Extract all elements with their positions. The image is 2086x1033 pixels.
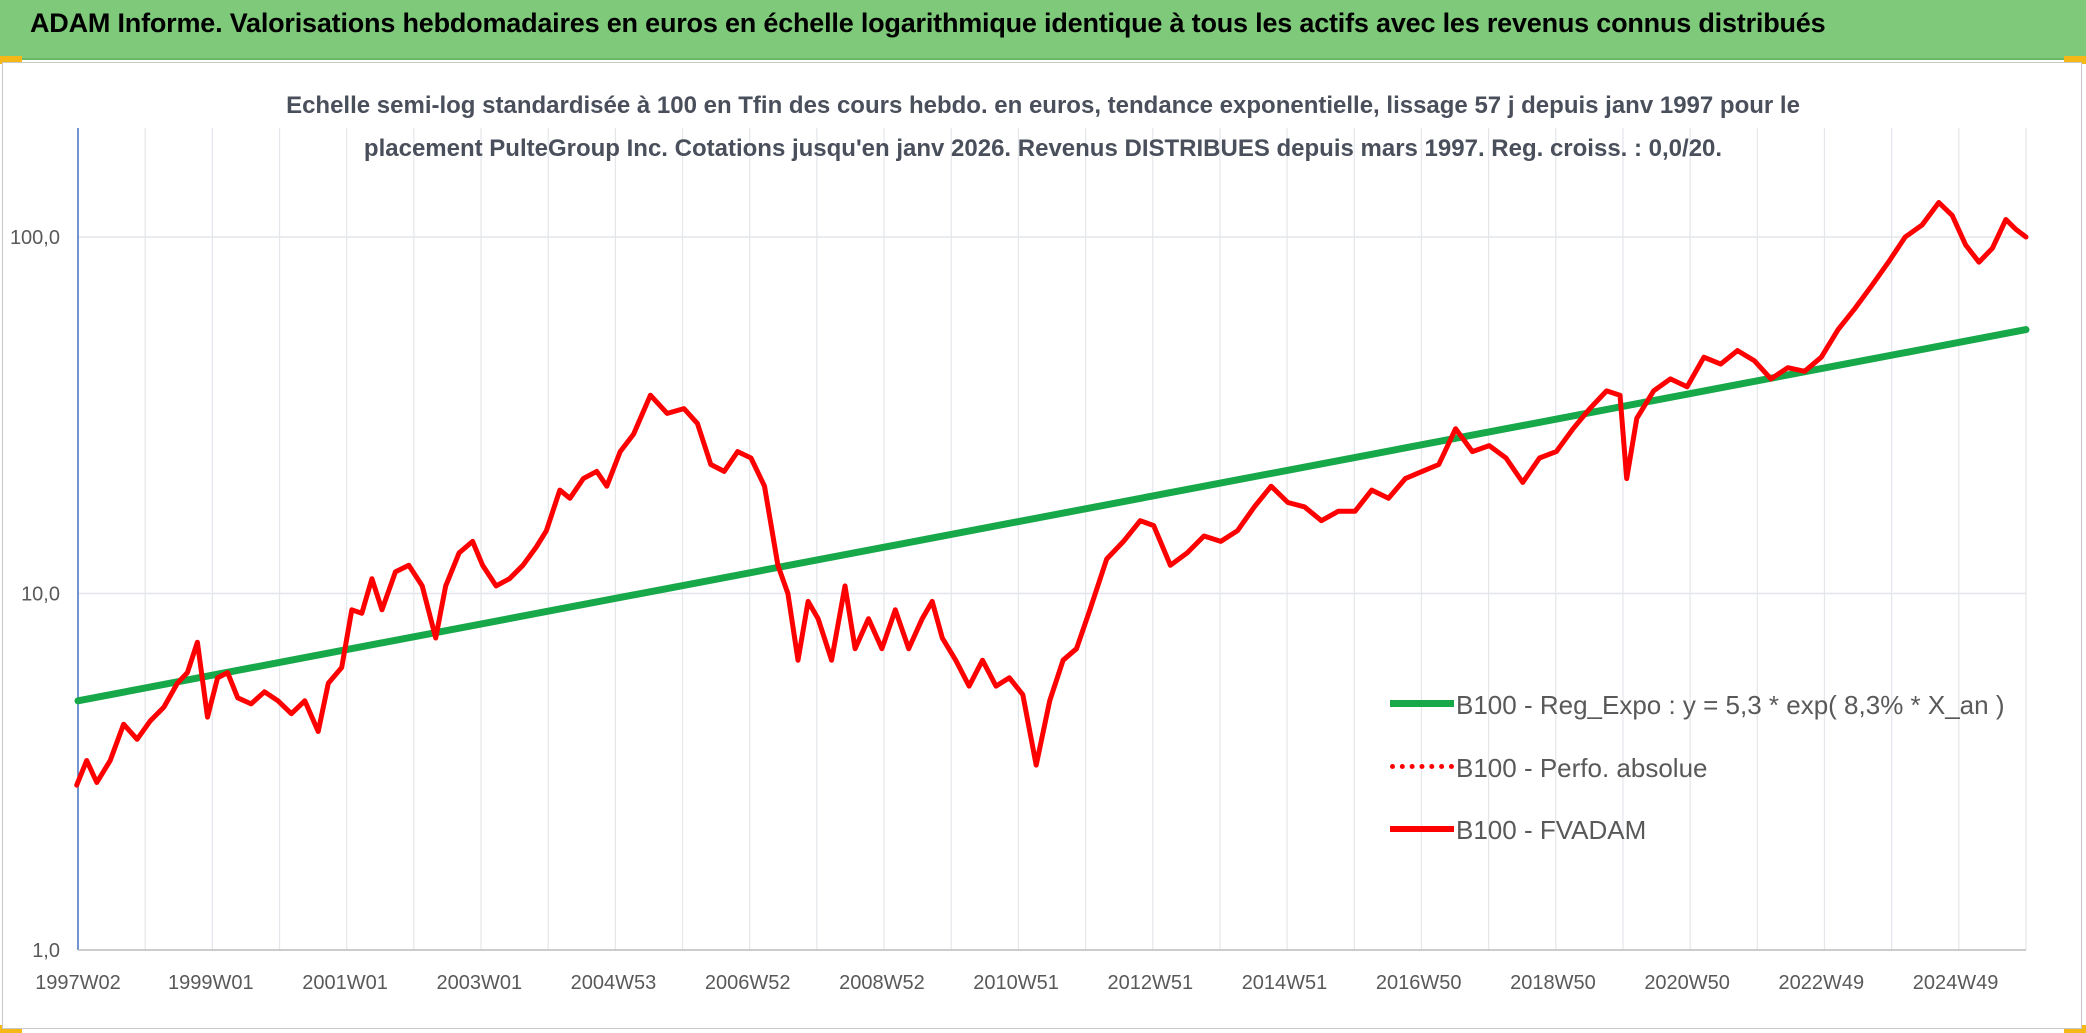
x-tick-label: 2022W49 bbox=[1779, 972, 1865, 994]
legend-label-fvadam: B100 - FVADAM bbox=[1456, 815, 1647, 845]
x-tick-label: 1999W01 bbox=[168, 972, 254, 994]
legend-item-perfo-absolue: B100 - Perfo. absolue bbox=[1390, 753, 1990, 783]
axis-layer: 1,0 10,0 100,0 1997W02 1999W01 2001W01 2003W01… bbox=[10, 128, 2026, 994]
series-line-fvadam bbox=[74, 200, 2029, 788]
x-tick-label: 2004W53 bbox=[571, 972, 657, 994]
legend-swatch-regression bbox=[1390, 700, 1454, 707]
chart-subtitle-line-2: placement PulteGroup Inc. Cotations jusq… bbox=[363, 135, 1723, 162]
x-tick-label: 1997W02 bbox=[35, 972, 121, 994]
legend-swatch-fvadam bbox=[1390, 826, 1454, 832]
x-tick-label: 2006W52 bbox=[705, 972, 791, 994]
y-tick-label: 10,0 bbox=[21, 584, 60, 606]
x-tick-label: 2024W49 bbox=[1913, 972, 1999, 994]
legend-label-perfo-absolue: B100 - Perfo. absolue bbox=[1456, 753, 1708, 783]
x-tick-label: 2003W01 bbox=[436, 972, 522, 994]
legend-label-regression: B100 - Reg_Expo : y = 5,3 * exp( 8,3% * … bbox=[1456, 690, 2005, 720]
chart-frame bbox=[2, 62, 2082, 1029]
corner-accent-bottom-left bbox=[0, 1025, 22, 1033]
header-bar: ADAM Informe. Valorisations hebdomadaire… bbox=[0, 0, 2086, 60]
x-tick-label: 2012W51 bbox=[1107, 972, 1193, 994]
x-tick-label: 2014W51 bbox=[1242, 972, 1328, 994]
x-tick-label: 2001W01 bbox=[302, 972, 388, 994]
series-layer bbox=[74, 200, 2030, 788]
legend-item-regression: B100 - Reg_Expo : y = 5,3 * exp( 8,3% * … bbox=[1390, 690, 2005, 720]
x-tick-label: 2016W50 bbox=[1376, 972, 1462, 994]
corner-accent-top-right bbox=[2064, 56, 2086, 64]
corner-accent-top-left bbox=[0, 56, 22, 64]
y-tick-label: 100,0 bbox=[10, 227, 60, 249]
legend-item-fvadam: B100 - FVADAM bbox=[1390, 815, 1990, 845]
x-tick-label: 2018W50 bbox=[1510, 972, 1596, 994]
x-tick-label: 2020W50 bbox=[1644, 972, 1730, 994]
grid-layer bbox=[78, 128, 2027, 951]
chart-subtitle-line-1: Echelle semi-log standardisée à 100 en T… bbox=[286, 92, 1800, 119]
page-title: ADAM Informe. Valorisations hebdomadaire… bbox=[30, 8, 1826, 38]
x-tick-label: 2010W51 bbox=[973, 972, 1059, 994]
x-tick-label: 2008W52 bbox=[839, 972, 925, 994]
corner-accent-bottom-right bbox=[2064, 1025, 2086, 1033]
legend-swatch-perfo-absolue bbox=[1390, 764, 1454, 769]
series-line-regression bbox=[74, 326, 2030, 705]
y-tick-label: 1,0 bbox=[32, 940, 60, 962]
